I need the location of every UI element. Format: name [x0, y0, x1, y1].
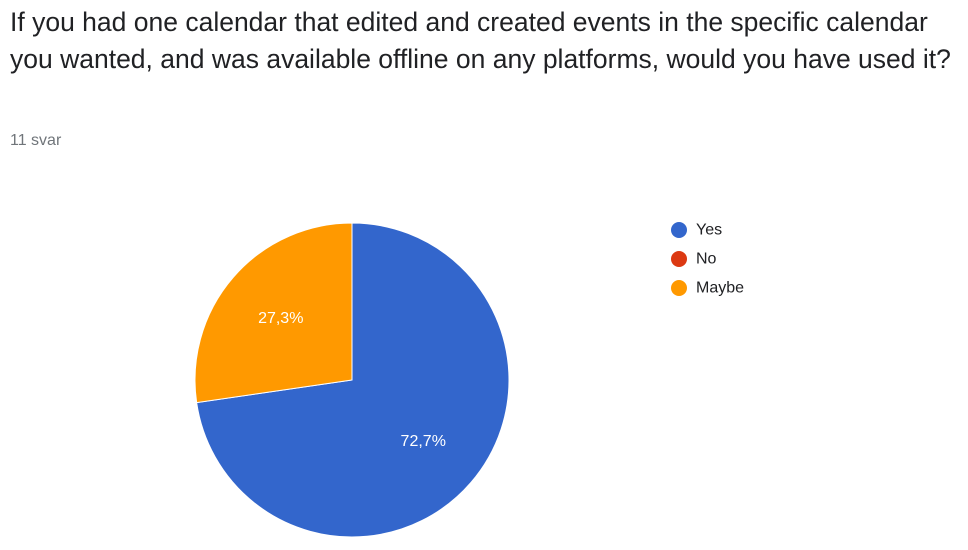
legend-label-yes[interactable]: Yes	[696, 222, 722, 239]
legend-swatch-maybe	[671, 280, 687, 296]
slice-label-yes: 72,7%	[401, 433, 446, 450]
question-title: If you had one calendar that edited and …	[10, 7, 951, 74]
legend-label-maybe[interactable]: Maybe	[696, 280, 744, 297]
pie-slice-yes[interactable]	[196, 222, 510, 538]
chart-legend: Yes No Maybe	[671, 222, 744, 297]
pie-slices	[194, 222, 510, 538]
legend-swatch-no	[671, 251, 687, 267]
legend-swatch-yes	[671, 222, 687, 238]
slice-label-maybe: 27,3%	[258, 310, 303, 327]
pie-slice-maybe[interactable]	[194, 222, 353, 404]
pie-slice-labels: 72,7% 27,3%	[258, 310, 446, 450]
legend-label-no[interactable]: No	[696, 251, 717, 268]
response-count: 11 svar	[10, 132, 62, 149]
